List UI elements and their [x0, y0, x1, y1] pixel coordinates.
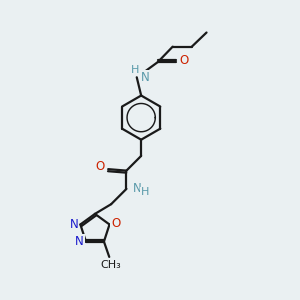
Text: H: H	[141, 188, 149, 197]
Text: O: O	[179, 54, 188, 67]
Text: N: N	[70, 218, 78, 231]
Text: H: H	[131, 65, 140, 75]
Text: CH₃: CH₃	[100, 260, 121, 270]
Text: N: N	[75, 235, 84, 248]
Text: N: N	[133, 182, 142, 195]
Text: O: O	[95, 160, 105, 173]
Text: O: O	[111, 217, 121, 230]
Text: N: N	[141, 71, 150, 84]
